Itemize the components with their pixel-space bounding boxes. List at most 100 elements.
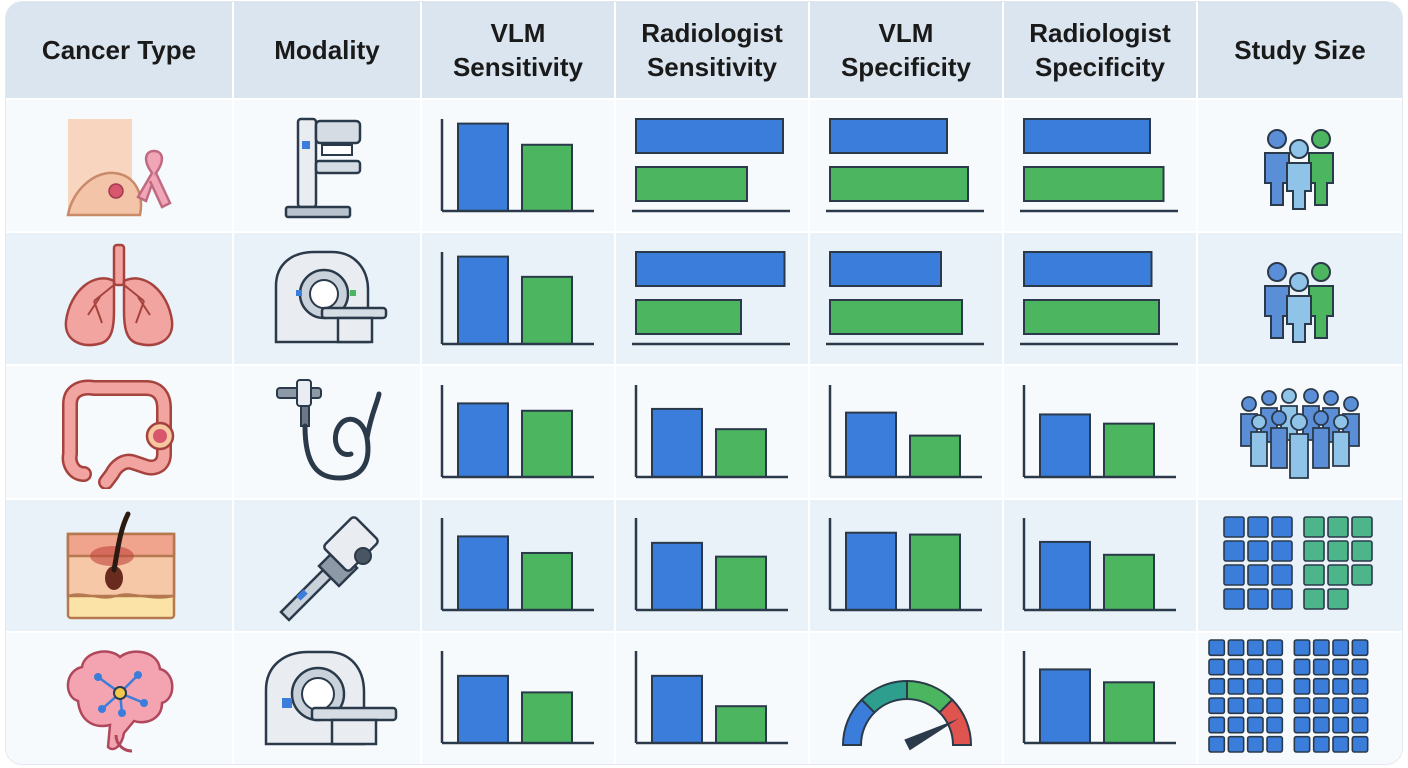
vlm-specificity-chart — [826, 250, 984, 346]
grid-square — [1246, 658, 1264, 676]
vlm-bar — [457, 255, 509, 345]
vlm-sensitivity-cell — [421, 364, 616, 499]
grid-square — [1327, 516, 1349, 538]
cancer-cell — [6, 231, 234, 366]
table-row — [6, 497, 1402, 632]
radiologist-bar — [1103, 553, 1155, 612]
vlm-sensitivity-chart — [440, 651, 594, 745]
grid-square — [1227, 639, 1245, 657]
grid-square — [1351, 564, 1373, 586]
gauge-segment — [938, 698, 973, 747]
grid-square — [1303, 516, 1325, 538]
grid-square — [1303, 564, 1325, 586]
vlm-bar — [457, 402, 509, 478]
radiologist-bar — [829, 298, 963, 335]
study-size-cell — [1197, 497, 1402, 632]
modality-cell — [233, 497, 422, 632]
grid-square — [1266, 658, 1284, 676]
radiologist-bar — [521, 691, 573, 745]
modality-cell — [233, 630, 422, 764]
grid-square — [1293, 736, 1311, 754]
cancer-cell — [6, 630, 234, 764]
vlm-bar — [1039, 541, 1091, 612]
radiologist-sensitivity-chart — [632, 250, 790, 346]
large-crowd-icon — [1240, 388, 1360, 479]
grid-square — [1332, 658, 1350, 676]
vlm-specificity-cell — [809, 364, 1004, 499]
grid-square — [1227, 658, 1245, 676]
grid-square — [1227, 697, 1245, 715]
grid-square — [1266, 639, 1284, 657]
small-group-icon — [1264, 128, 1334, 210]
vlm-specificity-cell — [809, 630, 1004, 764]
grid-square — [1312, 697, 1330, 715]
radiologist-bar — [521, 275, 573, 345]
vlm-bar — [457, 535, 509, 612]
grid-square — [1351, 540, 1373, 562]
comparison-table-panel: Cancer Type Modality VLM Sensitivity Radi… — [6, 2, 1402, 764]
grid-square — [1293, 639, 1311, 657]
grid-square — [1246, 697, 1264, 715]
grid-square — [1332, 736, 1350, 754]
grid-square — [1312, 678, 1330, 696]
colon-icon — [61, 380, 175, 490]
radiologist-bar — [909, 533, 961, 612]
grid-square — [1246, 736, 1264, 754]
vlm-bar — [845, 531, 897, 612]
grid-square — [1303, 540, 1325, 562]
grid-square — [1293, 716, 1311, 734]
grid-square — [1327, 588, 1349, 610]
radiologist-bar — [1103, 681, 1155, 745]
radiologist-bar — [635, 165, 748, 202]
grid-square — [1351, 678, 1369, 696]
header-cancer-type: Cancer Type — [6, 2, 234, 99]
grid-square — [1247, 516, 1269, 538]
grid-square — [1271, 588, 1293, 610]
study-size-cell — [1197, 364, 1402, 499]
grid-square — [1266, 678, 1284, 696]
radiologist-bar — [521, 143, 573, 212]
grid-square — [1351, 639, 1369, 657]
radiologist-sensitivity-chart — [634, 384, 788, 479]
skin-layers-icon — [66, 511, 176, 619]
vlm-sensitivity-cell — [421, 497, 616, 632]
vlm-specificity-cell — [809, 231, 1004, 366]
grid-square — [1271, 564, 1293, 586]
modality-cell — [233, 97, 422, 233]
grid-square — [1332, 678, 1350, 696]
vlm-bar — [1039, 668, 1091, 745]
vlm-bar — [845, 411, 897, 478]
radiologist-sensitivity-chart — [634, 651, 788, 745]
vlm-bar — [829, 250, 942, 287]
grid-square — [1271, 516, 1293, 538]
header-row: Cancer Type Modality VLM Sensitivity Radi… — [6, 2, 1402, 99]
cancer-cell — [6, 364, 234, 499]
radiologist-specificity-cell — [1003, 231, 1198, 366]
vlm-bar — [635, 250, 786, 287]
grid-square — [1312, 658, 1330, 676]
header-vlm-specificity: VLM Specificity — [809, 2, 1004, 99]
grid-square — [1351, 516, 1373, 538]
table-row — [6, 364, 1402, 499]
dermatoscope-icon — [279, 515, 379, 622]
grid-square — [1351, 736, 1369, 754]
vlm-sensitivity-chart — [440, 118, 594, 212]
grid-square — [1247, 564, 1269, 586]
grid-square — [1223, 516, 1245, 538]
vlm-bar — [457, 675, 509, 745]
vlm-sensitivity-cell — [421, 231, 616, 366]
grid-square — [1266, 697, 1284, 715]
radiologist-specificity-cell — [1003, 364, 1198, 499]
grid-square — [1266, 736, 1284, 754]
vlm-bar — [1023, 117, 1151, 154]
radiologist-specificity-chart — [1020, 250, 1178, 346]
vlm-specificity-chart — [826, 117, 984, 212]
table-row — [6, 630, 1402, 764]
radiologist-specificity-chart — [1022, 518, 1176, 612]
grid-square — [1246, 639, 1264, 657]
modality-cell — [233, 231, 422, 366]
vlm-bar — [457, 122, 509, 212]
breast-ribbon-icon — [66, 118, 172, 216]
grid-square — [1208, 678, 1226, 696]
vlm-bar — [1039, 413, 1091, 478]
